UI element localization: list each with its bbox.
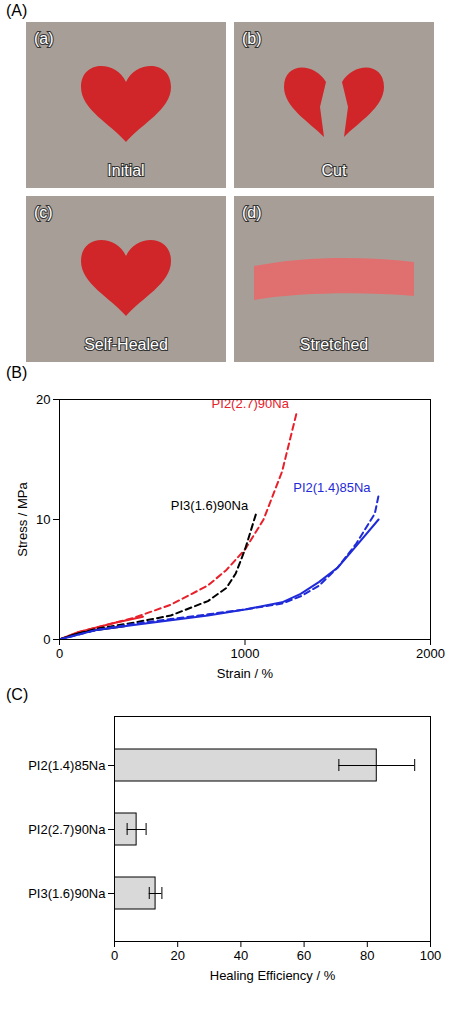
html-text:(B): (B) — [6, 364, 28, 381]
svg-text:80: 80 — [360, 948, 374, 963]
svg-text:100: 100 — [420, 948, 442, 963]
svg-text:PI2(1.4)85Na: PI2(1.4)85Na — [293, 480, 371, 495]
svg-text:40: 40 — [234, 948, 248, 963]
svg-text:Stretched: Stretched — [299, 336, 367, 353]
svg-text:PI2(2.7)90Na: PI2(2.7)90Na — [212, 396, 290, 411]
svg-text:20: 20 — [36, 392, 50, 407]
html-text:(C): (C) — [6, 686, 29, 703]
svg-text:PI3(1.6)90Na: PI3(1.6)90Na — [171, 498, 249, 513]
svg-text:Initial: Initial — [107, 162, 144, 179]
svg-text:20: 20 — [170, 948, 184, 963]
svg-text:2000: 2000 — [416, 646, 445, 661]
svg-text:0: 0 — [56, 646, 63, 661]
svg-text:0: 0 — [43, 632, 50, 647]
svg-text:Strain / %: Strain / % — [217, 666, 274, 681]
svg-text:(d): (d) — [242, 204, 262, 221]
svg-text:PI2(2.7)90Na: PI2(2.7)90Na — [28, 822, 106, 837]
svg-text:PI3(1.6)90Na: PI3(1.6)90Na — [28, 886, 106, 901]
svg-text:Cut: Cut — [321, 162, 346, 179]
svg-text:0: 0 — [111, 948, 118, 963]
svg-text:60: 60 — [297, 948, 311, 963]
svg-text:PI2(1.4)85Na: PI2(1.4)85Na — [28, 758, 106, 773]
svg-text:Healing Efficiency / %: Healing Efficiency / % — [210, 968, 336, 983]
svg-text:(c): (c) — [34, 204, 53, 221]
svg-text:Self-Healed: Self-Healed — [84, 336, 168, 353]
html-text:(A): (A) — [6, 2, 28, 19]
svg-text:1000: 1000 — [231, 646, 260, 661]
svg-text:Stress / MPa: Stress / MPa — [15, 482, 30, 557]
svg-text:(b): (b) — [242, 30, 262, 47]
svg-text:(a): (a) — [34, 30, 54, 47]
svg-text:10: 10 — [36, 512, 50, 527]
